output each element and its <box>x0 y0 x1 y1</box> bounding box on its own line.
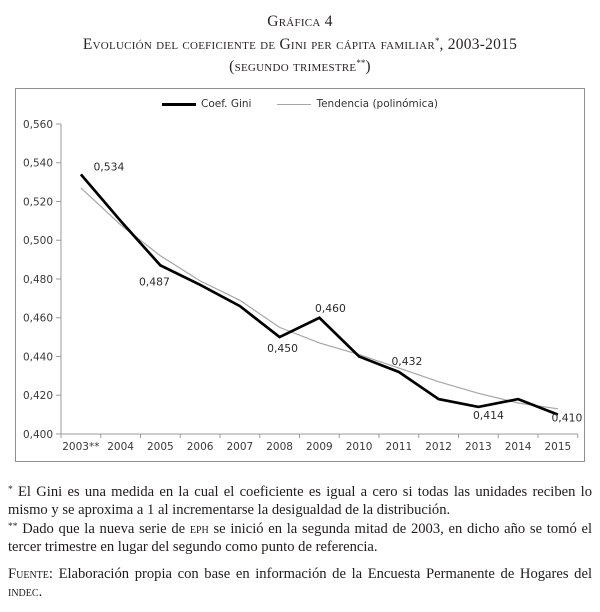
figure-name: Evolución del coeficiente de Gini per cá… <box>0 32 600 55</box>
footnote-2-marker: ** <box>8 521 18 532</box>
figure-subtitle: (segundo trimestre**) <box>0 54 600 77</box>
svg-text:2005: 2005 <box>147 441 174 453</box>
legend-label-coef-gini: Coef. Gini <box>201 98 252 110</box>
source-text: : Elaboración propia con base en informa… <box>48 566 592 583</box>
footnote-1: * El Gini es una medida en la cual el co… <box>8 483 592 520</box>
footnote-1-marker: * <box>8 485 13 495</box>
figure-name-text: Evolución del coeficiente de Gini per cá… <box>82 35 435 53</box>
svg-text:2003**: 2003** <box>62 441 99 453</box>
svg-text:0,450: 0,450 <box>267 342 298 355</box>
legend-item-coef-gini: Coef. Gini <box>162 98 251 110</box>
figure-name-years: , 2003-2015 <box>439 35 518 53</box>
svg-text:0,440: 0,440 <box>23 351 53 363</box>
svg-text:0,560: 0,560 <box>23 119 53 131</box>
figure-notes: * El Gini es una medida en la cual el co… <box>8 483 592 602</box>
footnote-2-eph: eph <box>189 520 209 537</box>
gini-line-chart: 0,560 0,540 0,520 0,500 0,480 0,460 0,440 0,420… <box>23 119 583 453</box>
svg-text:0,460: 0,460 <box>23 313 53 325</box>
svg-text:0,414: 0,414 <box>473 409 504 422</box>
svg-text:0,480: 0,480 <box>23 274 53 286</box>
svg-text:2013: 2013 <box>465 441 492 453</box>
svg-text:0,420: 0,420 <box>23 390 53 402</box>
subtitle-footnote-marker: ** <box>356 58 366 68</box>
chart-legend: Coef. Gini Tendencia (polinómica) <box>16 98 584 110</box>
svg-text:0,534: 0,534 <box>93 160 124 173</box>
svg-text:2009: 2009 <box>306 441 333 453</box>
svg-text:2011: 2011 <box>386 441 413 453</box>
svg-text:2004: 2004 <box>107 441 134 453</box>
svg-text:2015: 2015 <box>545 441 572 453</box>
svg-text:0,500: 0,500 <box>23 235 53 247</box>
svg-text:2012: 2012 <box>425 441 452 453</box>
source-label: Fuente <box>8 566 49 583</box>
svg-text:0,400: 0,400 <box>23 429 53 441</box>
svg-text:0,432: 0,432 <box>391 355 422 368</box>
svg-text:2006: 2006 <box>187 441 214 453</box>
svg-text:2007: 2007 <box>227 441 254 453</box>
footnote-2-text-pre: Dado que la nueva serie de <box>17 520 190 537</box>
figure-subtitle-close: ) <box>365 58 371 75</box>
svg-text:0,487: 0,487 <box>139 275 170 288</box>
black-line-swatch-icon <box>162 102 196 106</box>
svg-text:2010: 2010 <box>346 441 373 453</box>
source-note: Fuente: Elaboración propia con base en i… <box>8 565 592 602</box>
legend-label-tendencia: Tendencia (polinómica) <box>316 98 438 110</box>
svg-text:0,540: 0,540 <box>23 158 53 170</box>
footnote-2-text-post: se inició en la segunda mitad de 2003, e… <box>8 520 592 555</box>
chart-area: 0,560 0,540 0,520 0,500 0,480 0,460 0,440 0,420… <box>15 88 585 462</box>
figure-number: Gráfica 4 <box>267 13 333 30</box>
svg-text:2008: 2008 <box>266 441 293 453</box>
footnote-2: ** Dado que la nueva serie de eph se ini… <box>8 520 592 557</box>
figure-title: Gráfica 4 Evolución del coeficiente de G… <box>0 12 600 77</box>
svg-text:2014: 2014 <box>505 441 532 453</box>
gray-line-swatch-icon <box>277 103 312 105</box>
title-footnote-marker: * <box>434 35 440 46</box>
svg-text:0,410: 0,410 <box>551 412 582 425</box>
footnote-1-text: El Gini es una medida en la cual el coef… <box>8 484 592 519</box>
svg-text:0,520: 0,520 <box>23 196 53 208</box>
figure-subtitle-text: (segundo trimestre <box>229 58 357 75</box>
source-period: . <box>38 584 43 601</box>
svg-text:0,460: 0,460 <box>315 302 346 315</box>
source-indec: indec <box>8 584 39 601</box>
legend-item-tendencia: Tendencia (polinómica) <box>277 98 438 110</box>
